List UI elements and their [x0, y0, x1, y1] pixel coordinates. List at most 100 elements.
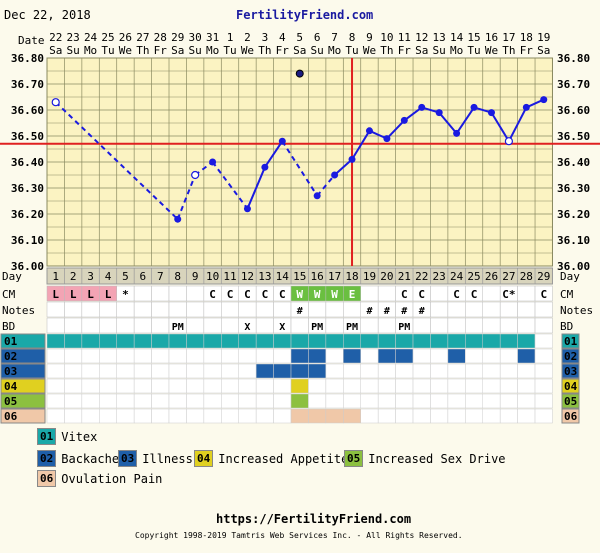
- cm-value: C: [262, 288, 269, 301]
- weekday-label: Fr: [276, 44, 290, 57]
- symptom-cell: [238, 393, 257, 409]
- notes-cell: [255, 301, 274, 318]
- temp-point-open: [504, 137, 513, 146]
- date-label: 1: [227, 31, 234, 44]
- weekday-label: We: [119, 44, 132, 57]
- weekday-label: Mo: [84, 44, 97, 57]
- symptom-cell: [290, 363, 309, 379]
- symptom-cell: [447, 393, 466, 409]
- temp-point: [540, 96, 548, 104]
- symptom-cell: [46, 333, 65, 349]
- row-label-notes: Notes: [2, 304, 35, 317]
- ytick-left: 36.80: [11, 52, 44, 65]
- symptom-cell: [395, 333, 414, 349]
- cm-value: C: [540, 288, 547, 301]
- symptom-cell: [482, 348, 501, 364]
- symptom-code-right: [561, 393, 580, 409]
- cm-cell: [377, 285, 396, 302]
- weekday-label: Th: [380, 44, 393, 57]
- bd-cell: [221, 317, 239, 334]
- symptom-cell: [290, 333, 309, 349]
- temp-point: [470, 103, 478, 111]
- day-number: 3: [87, 270, 94, 283]
- symptom-code-right-text: 06: [564, 410, 578, 423]
- symptom-cell: [465, 333, 484, 349]
- temp-segment: [176, 174, 197, 220]
- symptom-cell: [168, 393, 187, 409]
- symptom-cell: [395, 408, 414, 424]
- notes-cell: [343, 301, 361, 318]
- date-label: 13: [433, 31, 446, 44]
- ytick-left: 36.00: [11, 260, 44, 273]
- site-title[interactable]: FertilityFriend.com: [236, 8, 374, 22]
- day-number: 16: [311, 270, 324, 283]
- symptom-cell: [255, 333, 274, 349]
- symptom-cell: [360, 363, 379, 379]
- symptom-cell: [325, 378, 344, 394]
- symptom-cell: [290, 408, 309, 424]
- cm-value: W: [296, 288, 303, 301]
- symptom-cell: [517, 333, 536, 349]
- temp-point: [453, 129, 461, 137]
- symptom-code-left-text: 02: [4, 350, 17, 363]
- date-label: 12: [415, 31, 428, 44]
- chart-date: Dec 22, 2018: [4, 8, 91, 22]
- notes-cell: [133, 301, 152, 318]
- day-number: 21: [398, 270, 411, 283]
- symptom-cell: [99, 378, 117, 394]
- symptom-cell: [482, 378, 501, 394]
- symptom-cell: [325, 333, 344, 349]
- symptom-cell: [412, 333, 431, 349]
- bd-cell: [412, 317, 431, 334]
- symptom-cell: [151, 363, 170, 379]
- symptom-cell: [238, 363, 257, 379]
- bd-cell: [151, 317, 170, 334]
- symptom-cell: [238, 408, 257, 424]
- footer-url[interactable]: https://FertilityFriend.com: [216, 512, 412, 526]
- notes-value: #: [297, 306, 303, 317]
- notes-cell: [308, 301, 327, 318]
- row-label-right-cm: CM: [560, 288, 574, 301]
- symptom-cell: [447, 408, 466, 424]
- symptom-cell: [255, 348, 274, 364]
- symptom-cell: [534, 378, 553, 394]
- weekday-label: We: [241, 44, 254, 57]
- temp-segment: [351, 130, 371, 160]
- ytick-left: 36.40: [11, 156, 44, 169]
- cm-cell: [133, 285, 152, 302]
- symptom-cell: [325, 393, 344, 409]
- ytick-right: 36.30: [557, 182, 590, 195]
- cm-cell: [482, 285, 501, 302]
- temp-point-discarded: [295, 69, 304, 78]
- day-number: 25: [467, 270, 480, 283]
- symptom-cell: [238, 348, 257, 364]
- symptom-cell: [499, 408, 518, 424]
- symptom-cell: [255, 363, 274, 379]
- temp-segment: [490, 112, 510, 142]
- symptom-cell: [64, 333, 83, 349]
- symptom-cell: [64, 348, 83, 364]
- symptom-cell: [308, 378, 327, 394]
- temp-point: [365, 127, 373, 135]
- notes-cell: [482, 301, 501, 318]
- row-label-right-day: Day: [560, 270, 580, 283]
- symptom-code-right: [561, 408, 580, 424]
- symptom-cell: [325, 408, 344, 424]
- bd-value: PM: [172, 322, 184, 333]
- date-label: 16: [485, 31, 498, 44]
- symptom-cell: [412, 393, 431, 409]
- symptom-cell: [116, 393, 135, 409]
- date-label: 23: [67, 31, 80, 44]
- date-label: 24: [84, 31, 98, 44]
- weekday-label: Tu: [101, 44, 114, 57]
- bd-cell: [482, 317, 501, 334]
- weekday-label: Su: [433, 44, 446, 57]
- day-number: 2: [70, 270, 77, 283]
- cm-value: L: [87, 288, 94, 301]
- symptom-cell: [290, 378, 309, 394]
- symptom-cell: [343, 348, 361, 364]
- day-number: 19: [363, 270, 376, 283]
- symptom-cell: [395, 363, 414, 379]
- symptom-cell: [430, 363, 449, 379]
- symptom-cell: [430, 378, 449, 394]
